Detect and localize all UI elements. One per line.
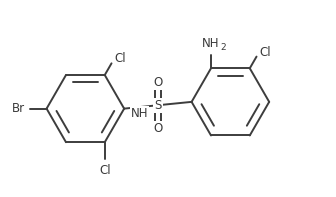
Text: 2: 2 xyxy=(220,43,226,52)
Text: O: O xyxy=(153,122,163,135)
Text: O: O xyxy=(153,76,163,89)
Text: Br: Br xyxy=(11,102,25,115)
Text: NH: NH xyxy=(202,37,220,50)
Text: Cl: Cl xyxy=(114,52,126,65)
Text: S: S xyxy=(154,99,162,112)
Text: Cl: Cl xyxy=(99,164,111,177)
Text: NH: NH xyxy=(131,107,148,120)
Text: Cl: Cl xyxy=(259,46,271,59)
